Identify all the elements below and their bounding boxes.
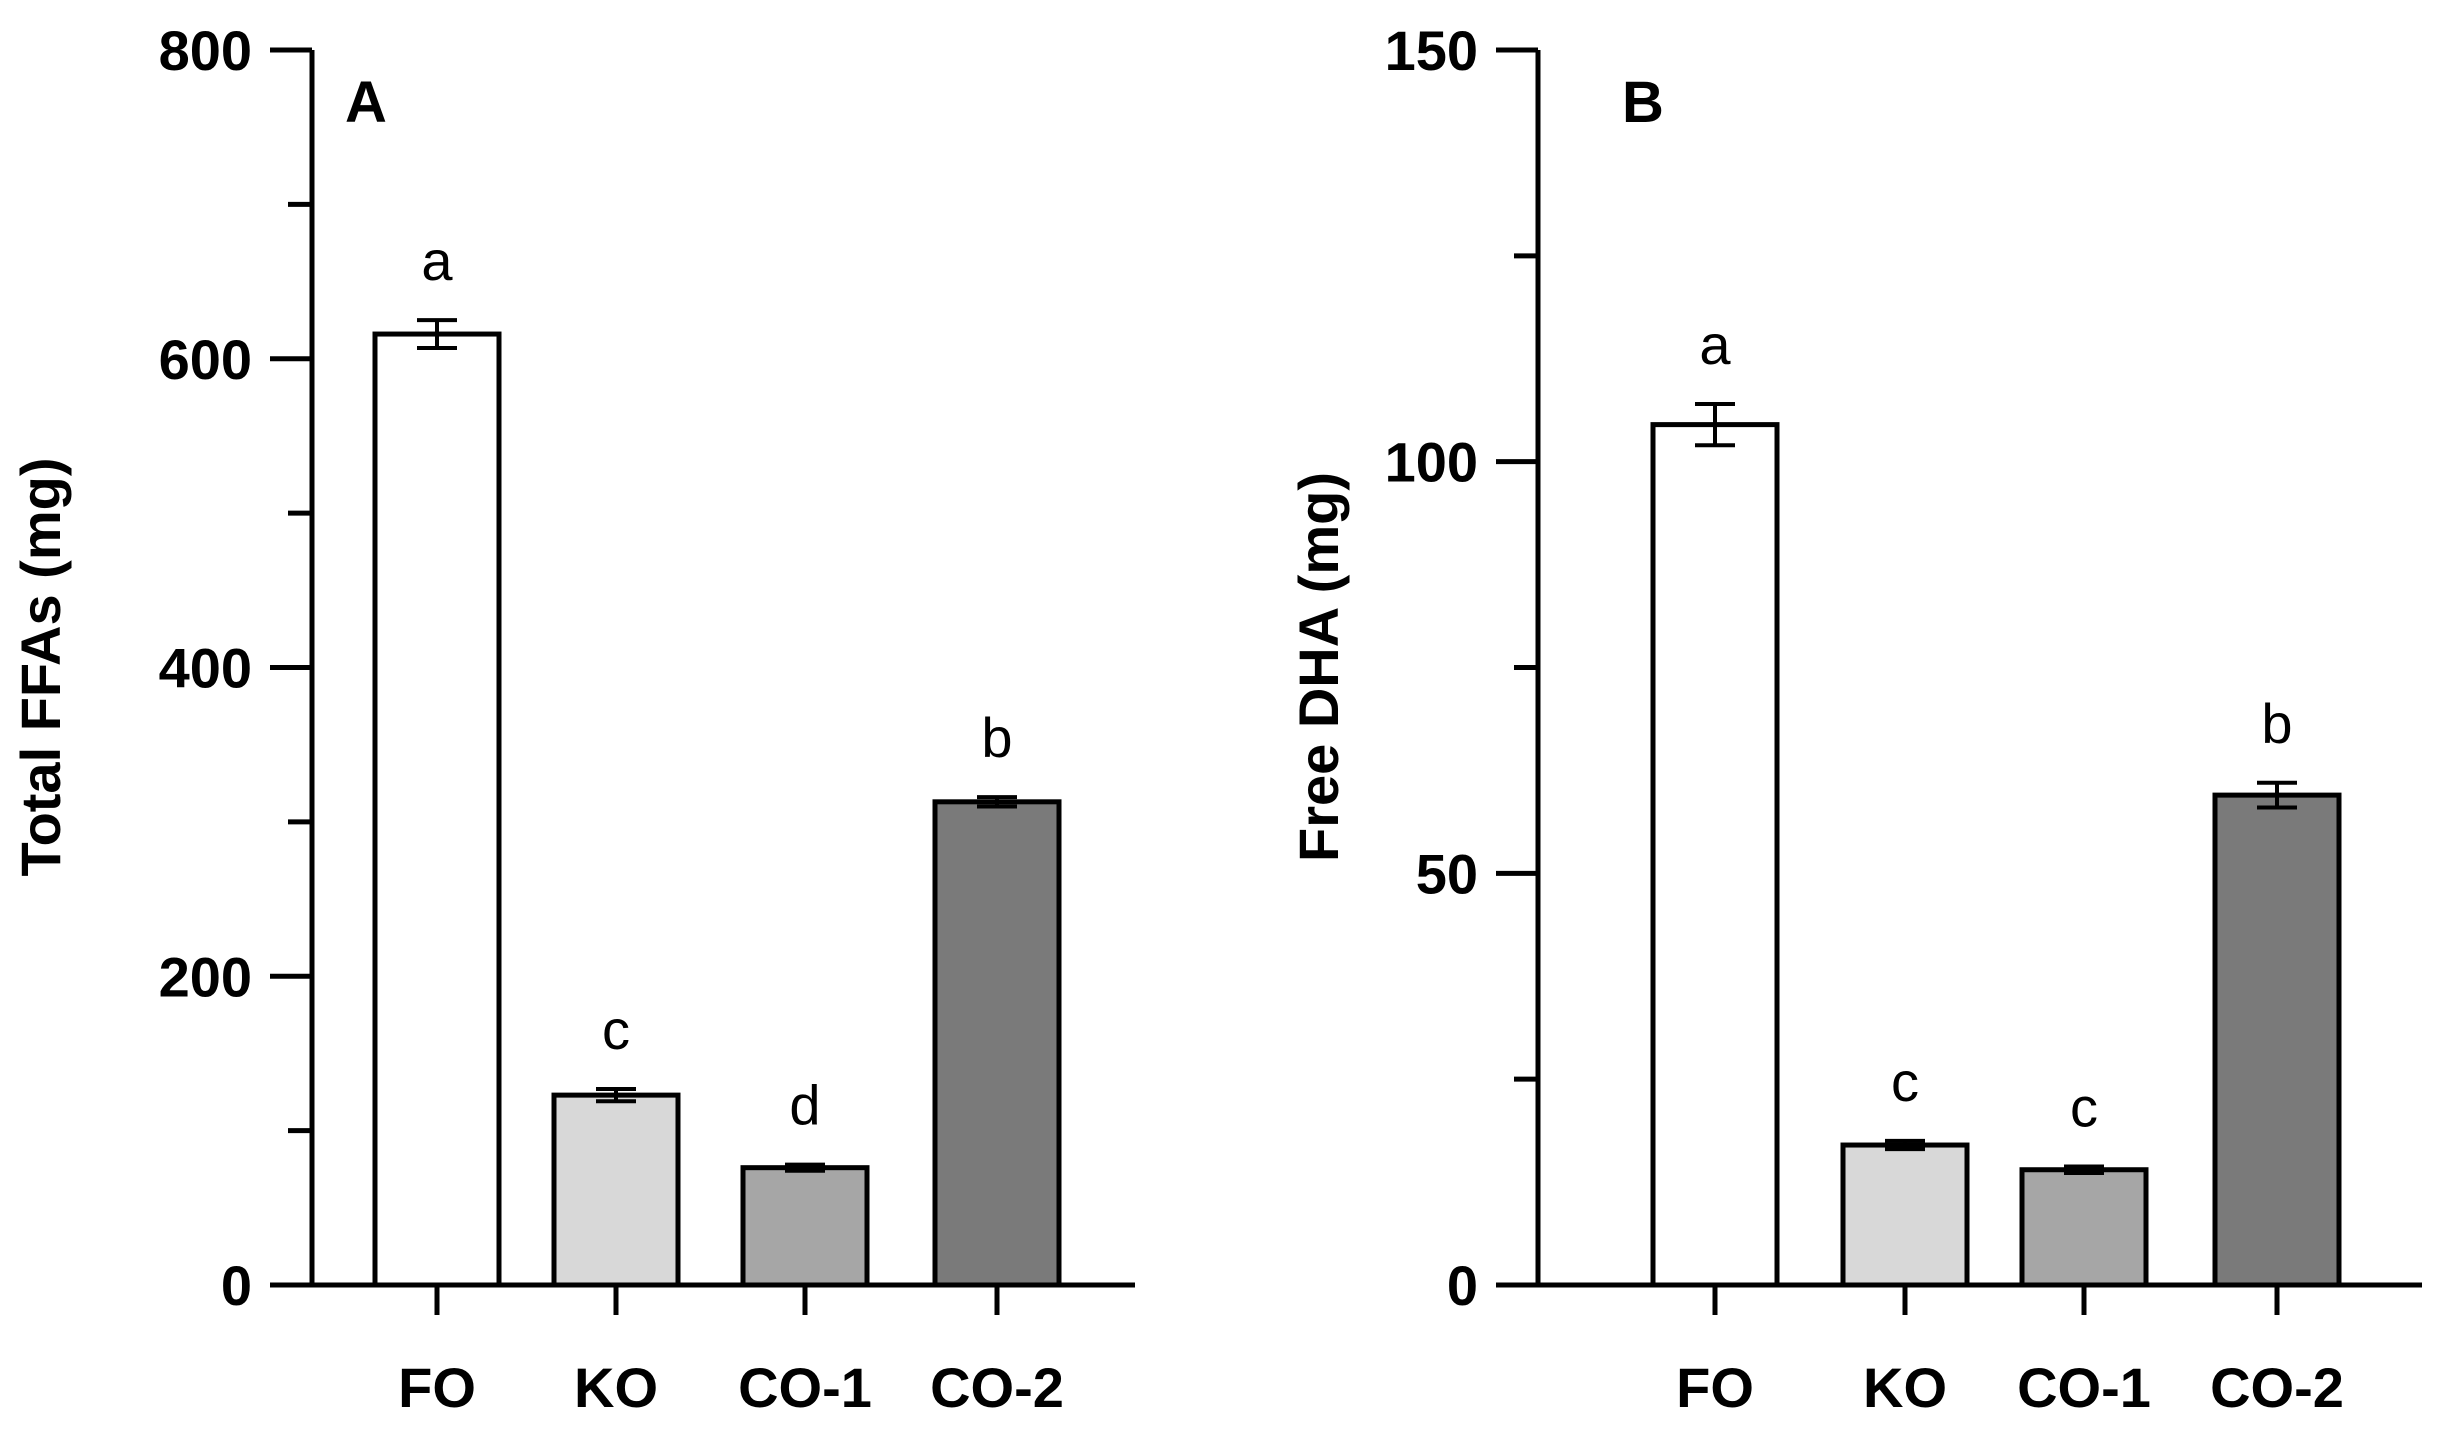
significance-label: a	[1699, 313, 1731, 376]
y-tick-label: 100	[1385, 431, 1478, 494]
panel-letter: B	[1622, 70, 1664, 135]
y-tick-label: 400	[159, 637, 252, 700]
bar-ko	[1840, 1142, 1970, 1288]
category-label: KO	[1863, 1356, 1947, 1419]
category-label: CO-1	[2017, 1356, 2151, 1419]
category-label: CO-2	[2210, 1356, 2344, 1419]
category-label: KO	[574, 1356, 658, 1419]
significance-label: b	[2261, 692, 2292, 755]
y-tick-label: 50	[1416, 842, 1478, 905]
y-tick-label: 600	[159, 328, 252, 391]
y-tick-label: 150	[1385, 19, 1478, 82]
bar-co-2	[2212, 792, 2342, 1288]
bar-ko	[551, 1092, 681, 1288]
panel-letter: A	[345, 70, 387, 135]
significance-label: d	[789, 1074, 820, 1137]
significance-label: c	[1891, 1050, 1919, 1113]
significance-label: b	[981, 706, 1012, 769]
y-tick-label: 0	[1447, 1254, 1478, 1317]
bar-co-1	[740, 1165, 870, 1288]
category-label: FO	[398, 1356, 476, 1419]
y-tick-label: 0	[221, 1254, 252, 1317]
significance-label: c	[602, 998, 630, 1061]
significance-label: c	[2070, 1075, 2098, 1138]
panel-a-chart: a FO c KO d CO-1 b CO-2 0 200 400 600 800 Total FFAs …	[9, 19, 1135, 1419]
y-axis-title: Free DHA (mg)	[1287, 472, 1350, 862]
y-axis-title: Total FFAs (mg)	[9, 458, 72, 877]
panel-b-chart: a FO c KO c CO-1 b CO-2 0 50 100 150 Free DHA (mg) B	[1287, 19, 2422, 1419]
bar-fo	[1650, 422, 1780, 1288]
bar-co-2	[932, 799, 1062, 1288]
significance-label: a	[421, 229, 453, 292]
bar-co-1	[2019, 1167, 2149, 1288]
category-label: FO	[1676, 1356, 1754, 1419]
category-label: CO-1	[738, 1356, 872, 1419]
bar-fo	[372, 331, 502, 1288]
category-label: CO-2	[930, 1356, 1064, 1419]
y-tick-label: 200	[159, 945, 252, 1008]
y-tick-label: 800	[159, 19, 252, 82]
